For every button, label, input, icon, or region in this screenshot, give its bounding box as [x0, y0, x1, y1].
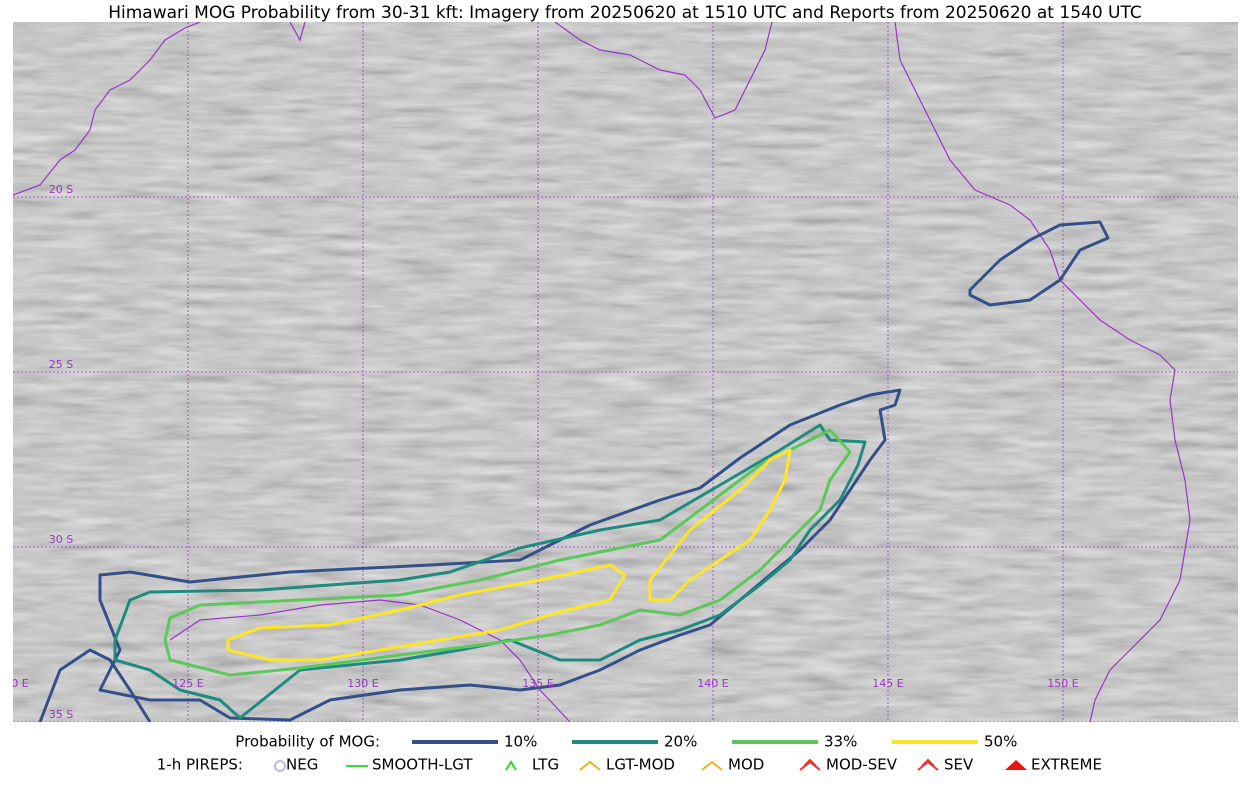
legend-symbol [505, 760, 517, 771]
coastline [13, 22, 201, 196]
contour [968, 220, 1110, 307]
legend-label: EXTREME [1031, 756, 1102, 774]
contour [38, 648, 152, 722]
legend-symbol [1005, 760, 1027, 770]
graticule-labels: 120 E 125 E 130 E 135 E 140 E 145 E 150 E 20 S 2… [0, 183, 1079, 721]
legend-label: SEV [944, 756, 974, 774]
legend-label: 33% [824, 733, 857, 751]
lat-label: 25 S [49, 358, 73, 371]
legend-label: 10% [504, 733, 537, 751]
coastline [289, 22, 773, 119]
map: 120 E 125 E 130 E 135 E 140 E 145 E 150 E 20 S 2… [0, 22, 1238, 722]
contours [38, 220, 1110, 722]
lon-label: 140 E [697, 677, 728, 690]
legend-label: MOD-SEV [826, 756, 898, 774]
legend-title: Probability of MOG: [235, 733, 380, 751]
legend-symbol [917, 758, 939, 771]
contour [113, 423, 867, 720]
lon-label: 130 E [347, 677, 378, 690]
lat-label: 30 S [49, 533, 73, 546]
legend-symbol [799, 758, 821, 771]
contour [163, 428, 852, 677]
legend-symbol [579, 760, 601, 771]
legend-label: LGT-MOD [606, 756, 675, 774]
legend-symbol [701, 760, 723, 771]
probability-legend: Probability of MOG: 10% 20% 33% 50% [235, 733, 1017, 751]
lon-label: 120 E [0, 677, 29, 690]
legend-label: NEG [286, 756, 318, 774]
legend-label: LTG [532, 756, 559, 774]
lon-label: 135 E [522, 677, 553, 690]
legend-title: 1-h PIREPS: [157, 756, 243, 774]
lon-label: 150 E [1047, 677, 1078, 690]
coastline [894, 22, 1191, 722]
pirep-legend: 1-h PIREPS: NEG SMOOTH-LGT LTG LGT-MOD MOD MOD… [157, 756, 1102, 774]
lat-label: 20 S [49, 183, 73, 196]
coastlines [13, 22, 1191, 722]
legend-label: MOD [728, 756, 764, 774]
legend-label: SMOOTH-LGT [372, 756, 473, 774]
lon-label: 145 E [872, 677, 903, 690]
contour [98, 388, 902, 722]
contour [648, 448, 792, 602]
lon-label: 125 E [172, 677, 203, 690]
legend-label: 20% [664, 733, 697, 751]
contour [226, 563, 627, 662]
title: Himawari MOG Probability from 30-31 kft:… [108, 3, 1142, 23]
legend-label: 50% [984, 733, 1017, 751]
lat-label: 35 S [49, 708, 73, 721]
legend-symbol [274, 760, 286, 772]
